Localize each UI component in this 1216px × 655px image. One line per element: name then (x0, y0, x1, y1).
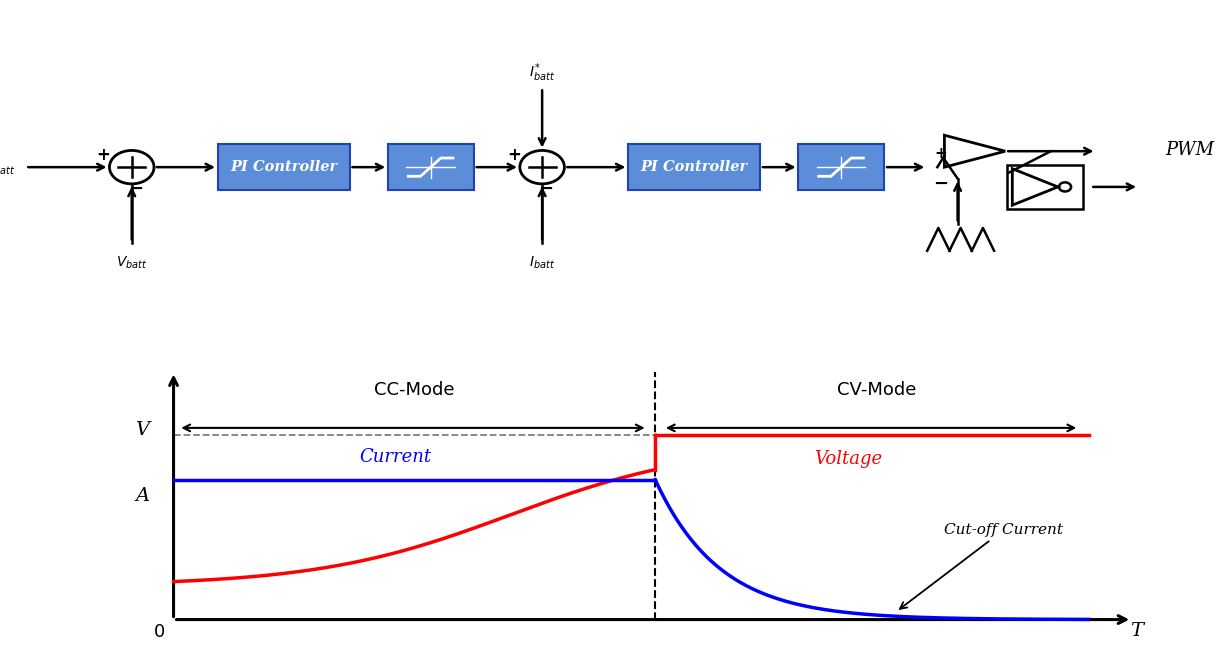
FancyBboxPatch shape (218, 144, 350, 190)
FancyBboxPatch shape (388, 144, 474, 190)
Text: +: + (507, 146, 520, 164)
Text: $V_{batt}$: $V_{batt}$ (116, 255, 147, 271)
Text: −: − (539, 179, 553, 197)
Text: Voltage: Voltage (814, 451, 882, 468)
Text: +: + (96, 146, 111, 164)
Circle shape (109, 151, 154, 184)
Text: −: − (128, 179, 143, 197)
Text: V: V (135, 421, 150, 439)
Text: $I_{batt}$: $I_{batt}$ (529, 255, 556, 271)
Text: +: + (934, 146, 947, 161)
Text: T: T (1131, 622, 1143, 640)
Text: PI Controller: PI Controller (641, 160, 748, 174)
Circle shape (520, 151, 564, 184)
Text: PWM: PWM (1165, 141, 1215, 159)
Text: PI Controller: PI Controller (230, 160, 337, 174)
FancyBboxPatch shape (798, 144, 884, 190)
Text: $I^{*}_{batt}$: $I^{*}_{batt}$ (529, 61, 556, 84)
Text: A: A (135, 487, 150, 504)
FancyBboxPatch shape (1007, 165, 1083, 209)
Text: 0: 0 (153, 623, 164, 641)
Text: CC-Mode: CC-Mode (375, 381, 455, 398)
FancyBboxPatch shape (629, 144, 760, 190)
Text: CV-Mode: CV-Mode (837, 381, 917, 398)
Text: $V^{*}_{batt}$: $V^{*}_{batt}$ (0, 156, 15, 178)
Text: −: − (933, 175, 948, 193)
Text: Current: Current (359, 448, 432, 466)
Text: Cut-off Current: Cut-off Current (900, 523, 1063, 609)
